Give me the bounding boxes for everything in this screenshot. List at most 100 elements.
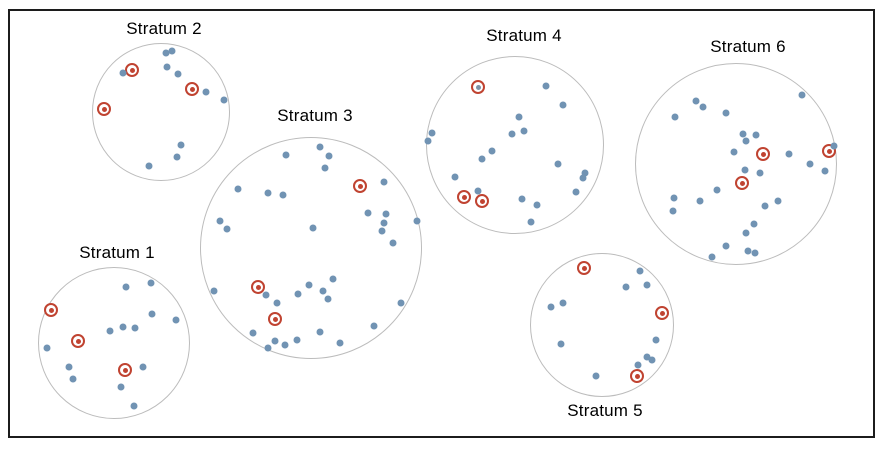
population-point xyxy=(216,217,224,225)
population-point xyxy=(147,279,155,287)
population-point xyxy=(264,189,272,197)
population-point xyxy=(324,295,332,303)
population-point xyxy=(281,341,289,349)
population-point xyxy=(830,142,838,150)
stratum-label-2: Stratum 2 xyxy=(126,19,202,38)
population-point xyxy=(518,195,526,203)
population-point xyxy=(671,113,679,121)
sampled-point-core xyxy=(129,67,135,73)
population-point xyxy=(122,283,130,291)
population-point xyxy=(533,201,541,209)
population-point xyxy=(172,316,180,324)
sampled-point-core xyxy=(634,373,640,379)
sampled-point-core xyxy=(739,180,745,186)
sampled-point-core xyxy=(659,310,665,316)
population-point xyxy=(282,151,290,159)
population-point xyxy=(474,187,482,195)
population-point xyxy=(370,322,378,330)
population-point xyxy=(264,344,272,352)
population-point xyxy=(210,287,218,295)
population-point xyxy=(325,152,333,160)
stratum-label-1: Stratum 1 xyxy=(79,243,155,262)
population-point xyxy=(798,91,806,99)
population-point xyxy=(119,323,127,331)
population-point xyxy=(428,129,436,137)
population-point xyxy=(305,281,313,289)
population-point xyxy=(321,164,329,172)
population-point xyxy=(750,220,758,228)
sampled-point-core xyxy=(272,316,278,322)
sampled-point-marker xyxy=(125,63,139,77)
population-point xyxy=(130,402,138,410)
population-point xyxy=(648,356,656,364)
population-point xyxy=(515,113,523,121)
population-point xyxy=(554,160,562,168)
population-point xyxy=(380,219,388,227)
population-point xyxy=(742,229,750,237)
population-point xyxy=(508,130,516,138)
population-point xyxy=(669,207,677,215)
population-point xyxy=(652,336,660,344)
population-point xyxy=(168,47,176,55)
population-point xyxy=(557,340,565,348)
population-point xyxy=(106,327,114,335)
sampled-point-core xyxy=(479,198,485,204)
population-point xyxy=(145,162,153,170)
population-point xyxy=(43,344,51,352)
sampled-point-marker xyxy=(353,179,367,193)
population-point xyxy=(249,329,257,337)
population-point xyxy=(722,109,730,117)
population-point xyxy=(634,361,642,369)
population-point xyxy=(579,174,587,182)
population-point xyxy=(806,160,814,168)
sampled-point-core xyxy=(75,338,81,344)
population-point xyxy=(389,239,397,247)
sampled-point-marker xyxy=(471,80,485,94)
population-point xyxy=(752,131,760,139)
stratum-circle-4 xyxy=(426,56,604,234)
population-point xyxy=(592,372,600,380)
sampled-point-marker xyxy=(457,190,471,204)
stratum-circle-1 xyxy=(38,267,190,419)
sampled-point-core xyxy=(826,148,832,154)
population-point xyxy=(148,310,156,318)
population-point xyxy=(382,210,390,218)
population-point xyxy=(364,209,372,217)
sampled-point-marker xyxy=(630,369,644,383)
sampled-point-marker xyxy=(185,82,199,96)
population-point xyxy=(131,324,139,332)
sampled-point-marker xyxy=(97,102,111,116)
sampled-point-core xyxy=(255,284,261,290)
population-point xyxy=(542,82,550,90)
population-point xyxy=(708,253,716,261)
population-point xyxy=(65,363,73,371)
sampled-point-core xyxy=(461,194,467,200)
population-point xyxy=(581,169,589,177)
population-point xyxy=(309,224,317,232)
population-point xyxy=(774,197,782,205)
population-point xyxy=(741,166,749,174)
population-point xyxy=(220,96,228,104)
population-point xyxy=(329,275,337,283)
population-point xyxy=(162,49,170,57)
population-point xyxy=(751,249,759,257)
population-point xyxy=(223,225,231,233)
sampled-point-marker xyxy=(268,312,282,326)
population-point xyxy=(559,299,567,307)
population-point xyxy=(117,383,125,391)
population-point xyxy=(69,375,77,383)
population-point xyxy=(202,88,210,96)
sampled-point-core xyxy=(760,151,766,157)
population-point xyxy=(451,173,459,181)
stratum-label-4: Stratum 4 xyxy=(486,26,562,45)
population-point xyxy=(173,153,181,161)
population-point xyxy=(119,69,127,77)
population-point xyxy=(821,167,829,175)
sampled-point-core xyxy=(48,307,54,313)
population-point xyxy=(273,299,281,307)
stratum-circle-6 xyxy=(635,63,837,265)
population-point xyxy=(413,217,421,225)
population-point xyxy=(397,299,405,307)
population-point xyxy=(177,141,185,149)
